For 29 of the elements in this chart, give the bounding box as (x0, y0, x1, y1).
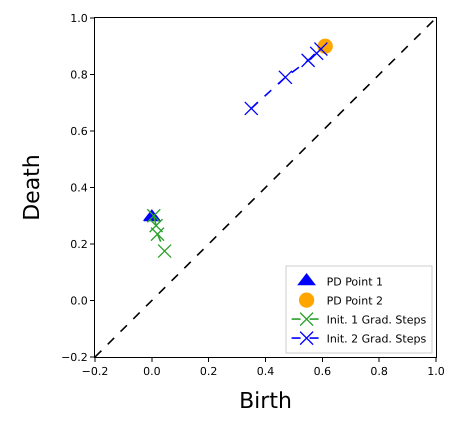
y-tick-label: 0.0 (70, 294, 88, 308)
y-tick-label: −0.2 (61, 350, 88, 364)
point (150, 226, 165, 242)
point (278, 70, 293, 84)
legend-label: Init. 2 Grad. Steps (326, 332, 426, 346)
x-tick-label: 0.2 (200, 365, 218, 378)
point (146, 208, 161, 223)
y-tick-label: 0.2 (70, 238, 88, 251)
point (314, 42, 328, 56)
point (300, 53, 316, 68)
x-tick-label: 0.8 (370, 365, 388, 378)
legend-label: PD Point 2 (326, 294, 384, 308)
point (310, 46, 324, 60)
x-tick-label: 0.6 (314, 365, 332, 378)
y-tick-label: 0.4 (70, 181, 88, 194)
x-tick-label: 1.0 (427, 365, 445, 378)
x-tick-label: 0.4 (256, 365, 274, 378)
legend-label: PD Point 1 (326, 275, 384, 288)
x-tick-label: 0.0 (143, 365, 161, 378)
y-axis-title: Death (20, 154, 45, 221)
point (244, 101, 258, 116)
y-tick-label: 1.0 (70, 12, 88, 25)
y-tick-label: 0.8 (70, 68, 88, 82)
point (148, 218, 164, 233)
x-tick-label: −0.2 (82, 365, 108, 378)
y-tick-label: 0.6 (70, 124, 88, 138)
point (157, 244, 172, 258)
legend-label: Init. 1 Grad. Steps (326, 313, 426, 326)
x-axis-title: Birth (239, 389, 292, 414)
